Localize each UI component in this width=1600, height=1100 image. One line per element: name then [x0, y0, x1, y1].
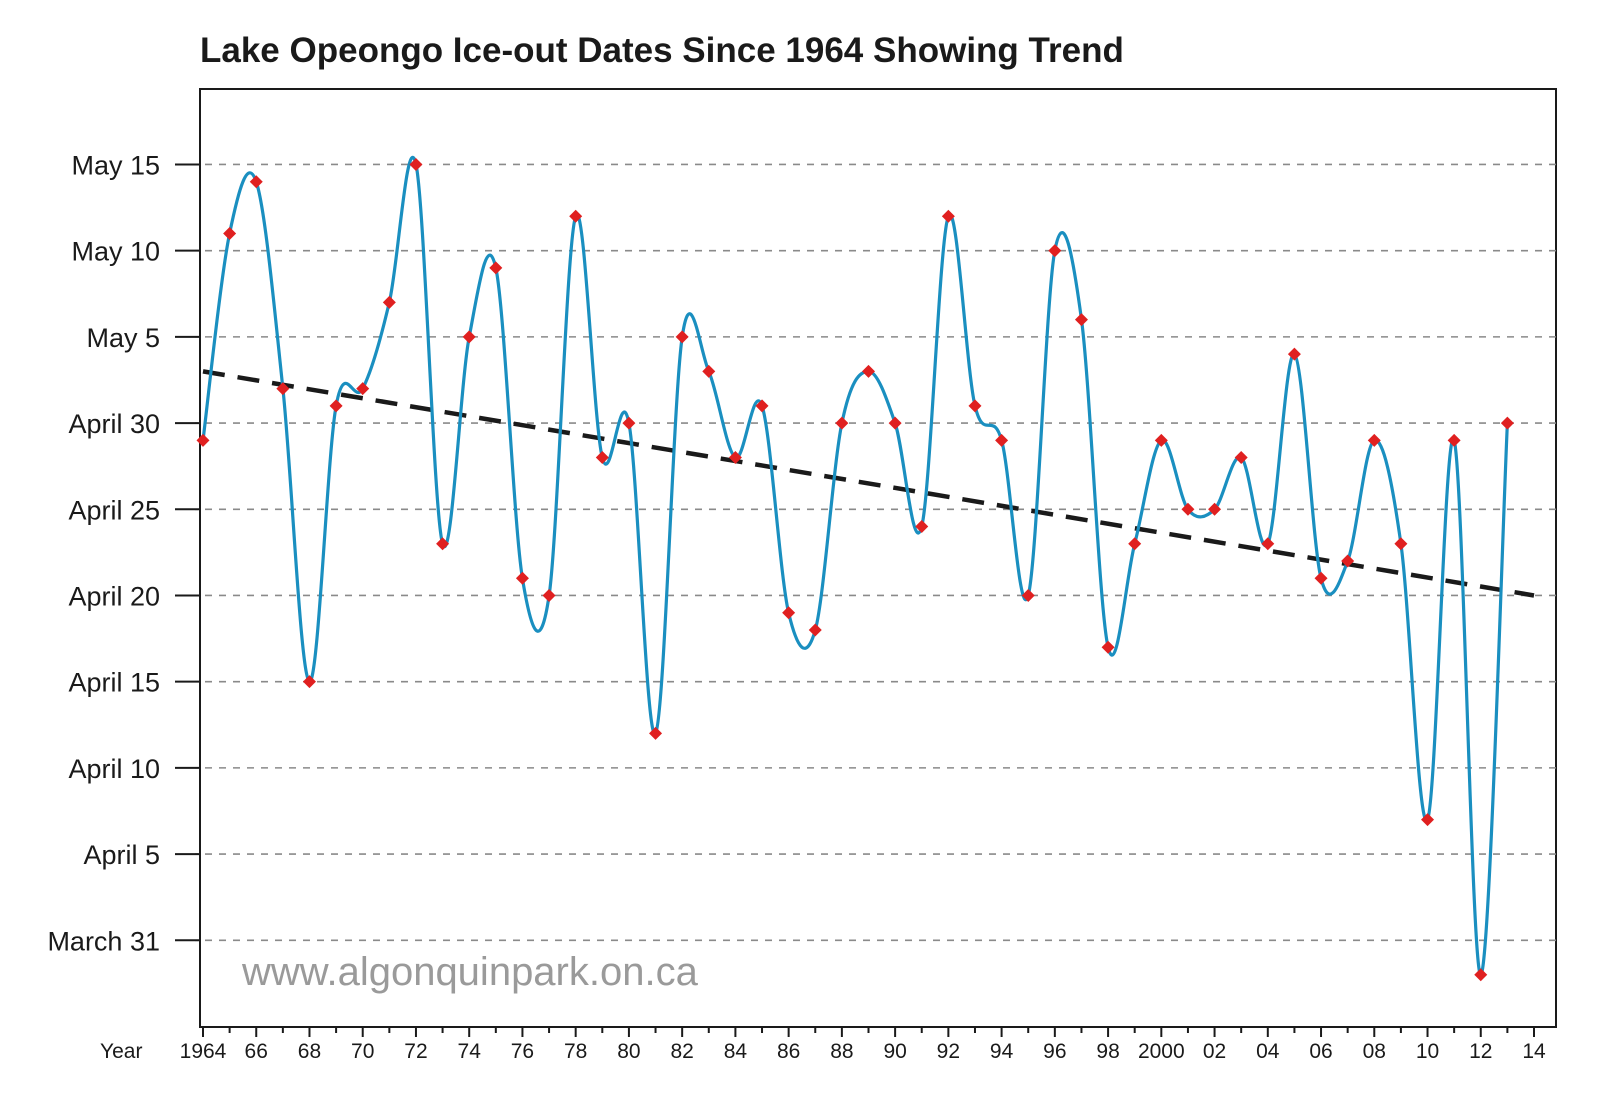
data-point [1074, 313, 1088, 327]
data-point [1394, 537, 1408, 551]
x-tick-label: 70 [351, 1040, 374, 1063]
x-tick-label: 80 [617, 1040, 640, 1063]
x-axis-ticks: 1964 66 68 70 72 74 76 78 80 82 84 86 88 90 92 94 96 98 20… [180, 1027, 1546, 1063]
y-tick-label: April 30 [68, 409, 160, 439]
data-point [1208, 502, 1222, 516]
data-point [382, 295, 396, 309]
x-tick-label: 06 [1309, 1040, 1332, 1063]
data-point [462, 330, 476, 344]
x-tick-label: 2000 [1138, 1040, 1185, 1063]
data-point [702, 364, 716, 378]
data-point [1314, 571, 1328, 585]
data-point [728, 451, 742, 465]
y-tick-label: April 15 [68, 668, 160, 698]
data-point [675, 330, 689, 344]
x-tick-label: 10 [1416, 1040, 1439, 1063]
x-tick-label: 90 [883, 1040, 906, 1063]
x-tick-label: 86 [777, 1040, 800, 1063]
data-point [888, 416, 902, 430]
x-tick-label: 14 [1522, 1040, 1546, 1063]
x-tick-label: 74 [458, 1040, 482, 1063]
data-point [995, 433, 1009, 447]
data-point [915, 520, 929, 534]
data-point [1341, 554, 1355, 568]
y-tick-label: May 15 [71, 150, 160, 180]
data-point [302, 675, 316, 689]
data-point [409, 157, 423, 171]
data-point [196, 433, 210, 447]
series-line [201, 155, 1509, 977]
data-point [755, 399, 769, 413]
x-tick-label: 94 [990, 1040, 1014, 1063]
data-point [223, 226, 237, 240]
x-tick-label: 02 [1203, 1040, 1226, 1063]
data-point [941, 209, 955, 223]
data-point [968, 399, 982, 413]
data-point [1181, 502, 1195, 516]
data-point [1261, 537, 1275, 551]
series-line-group [201, 155, 1509, 977]
x-tick-label: 68 [298, 1040, 321, 1063]
data-point [276, 382, 290, 396]
x-tick-label: 72 [404, 1040, 427, 1063]
x-tick-label: 88 [830, 1040, 853, 1063]
data-point-markers [196, 157, 1514, 982]
y-tick-label: April 10 [68, 754, 160, 784]
x-axis-label: Year [100, 1040, 142, 1063]
data-point [622, 416, 636, 430]
y-tick-label: April 5 [83, 840, 160, 870]
data-point [542, 588, 556, 602]
y-tick-label: May 5 [86, 323, 160, 353]
data-point [1500, 416, 1514, 430]
x-tick-label: 84 [724, 1040, 748, 1063]
data-point [436, 537, 450, 551]
data-point [1421, 813, 1435, 827]
data-point [1234, 451, 1248, 465]
data-point [595, 451, 609, 465]
x-tick-label: 76 [511, 1040, 534, 1063]
x-tick-label: 96 [1043, 1040, 1066, 1063]
x-tick-label: 12 [1469, 1040, 1492, 1063]
data-point [1101, 640, 1115, 654]
data-point [782, 606, 796, 620]
data-point [249, 175, 263, 189]
data-point [862, 364, 875, 378]
plot-area-frame [199, 88, 1557, 1028]
data-point [1367, 433, 1381, 447]
x-tick-label: 82 [670, 1040, 693, 1063]
y-tick-label: March 31 [47, 926, 160, 956]
data-point [835, 416, 849, 430]
data-point [1447, 433, 1461, 447]
data-point [1287, 347, 1301, 361]
data-point [1474, 968, 1488, 982]
data-point [1021, 588, 1035, 602]
x-tick-label: 04 [1256, 1040, 1280, 1063]
y-tick-label: April 25 [68, 495, 160, 525]
x-tick-label: 98 [1096, 1040, 1119, 1063]
data-point [356, 382, 370, 396]
data-point [329, 399, 343, 413]
data-point [808, 623, 822, 637]
data-point [569, 209, 583, 223]
x-tick-label: 78 [564, 1040, 587, 1063]
x-tick-label: 08 [1363, 1040, 1386, 1063]
y-tick-label: April 20 [68, 581, 160, 611]
x-tick-label: 66 [245, 1040, 268, 1063]
trend-line-group [202, 369, 1535, 598]
watermark-text: www.algonquinpark.on.ca [241, 950, 699, 994]
data-point [489, 261, 503, 275]
x-tick-label: 1964 [180, 1040, 227, 1063]
data-point [1048, 244, 1062, 258]
data-point [1154, 433, 1168, 447]
data-point [649, 726, 663, 740]
data-point [1128, 537, 1142, 551]
chart-title: Lake Opeongo Ice-out Dates Since 1964 Sh… [200, 31, 1124, 70]
x-tick-label: 92 [937, 1040, 960, 1063]
y-axis-ticks: March 31 April 5 April 10 April 15 April 20 A… [47, 150, 200, 956]
trend-line [202, 369, 1535, 598]
y-tick-label: May 10 [71, 237, 160, 267]
gridlines [195, 163, 1556, 942]
data-point [515, 571, 529, 585]
